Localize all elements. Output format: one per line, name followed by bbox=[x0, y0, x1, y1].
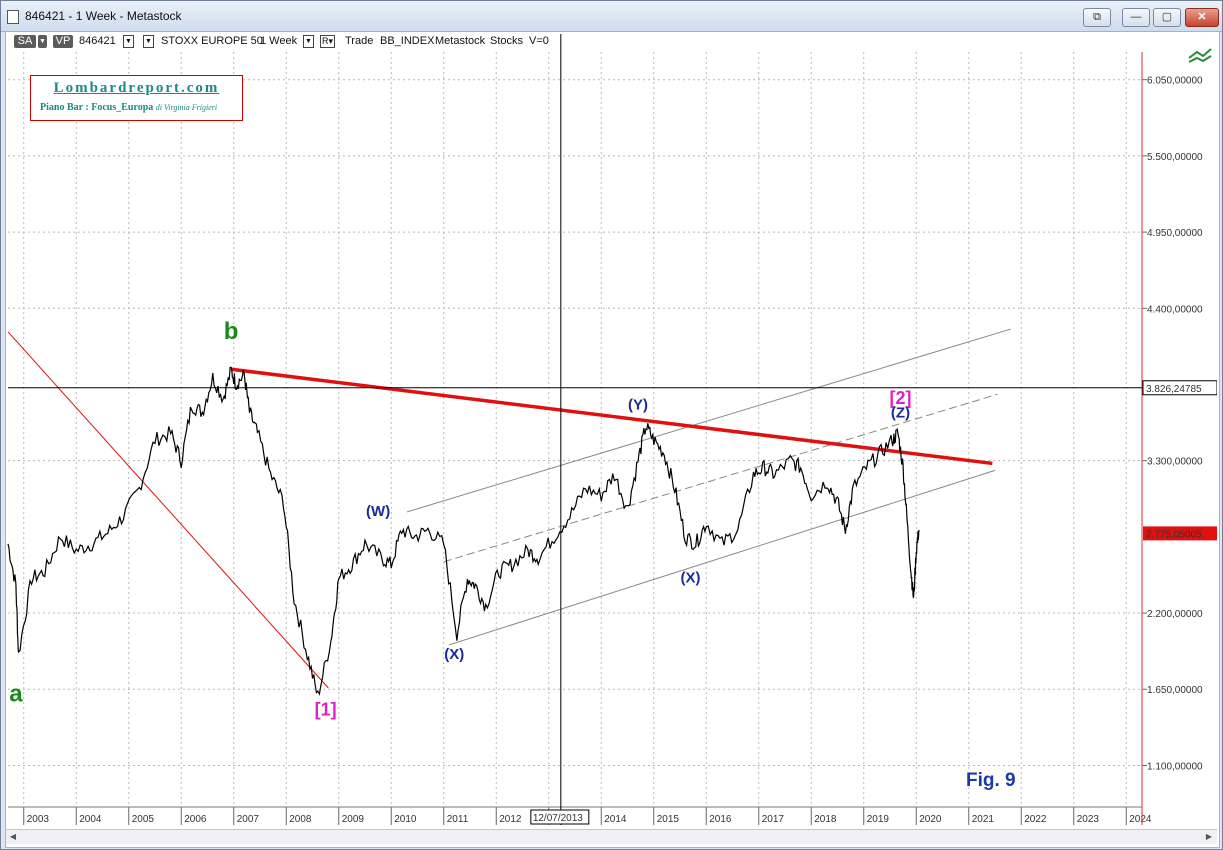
minimize-button[interactable]: — bbox=[1122, 8, 1150, 27]
sa-dropdown-icon[interactable]: ▼ bbox=[38, 35, 47, 48]
wave-label: a bbox=[9, 681, 23, 708]
symbol-label: 846421 bbox=[79, 35, 116, 47]
lombardreport-logo: Lombardreport.com Piano Bar : Focus_Euro… bbox=[30, 75, 243, 121]
x-tick-label: 2004 bbox=[79, 814, 102, 825]
x-tick-label: 2014 bbox=[604, 814, 627, 825]
y-tick-label: 1.100,00000 bbox=[1147, 761, 1203, 772]
volume-label: V=0 bbox=[529, 35, 549, 47]
scroll-left-icon[interactable]: ◀ bbox=[9, 832, 17, 841]
y-tick-label: 4.400,00000 bbox=[1147, 304, 1203, 315]
type-label: Stocks bbox=[490, 35, 524, 47]
chart-trend-icon bbox=[1188, 48, 1212, 63]
security-dropdown-icon[interactable]: ▼ bbox=[143, 35, 154, 48]
logo-title: Lombardreport.com bbox=[53, 80, 220, 96]
horizontal-scrollbar[interactable]: ◀ ▶ bbox=[6, 829, 1217, 844]
wave-label: (X) bbox=[444, 646, 464, 663]
x-tick-label: 2008 bbox=[289, 814, 312, 825]
current-price-label: 2.775,05005 bbox=[1146, 529, 1202, 540]
crosshair-price-label: 3.826,24785 bbox=[1146, 384, 1202, 395]
close-button[interactable]: ✕ bbox=[1185, 8, 1219, 27]
symbol-dropdown-icon[interactable]: ▼ bbox=[123, 35, 134, 48]
x-tick-label: 2019 bbox=[867, 814, 890, 825]
x-tick-label: 2017 bbox=[762, 814, 785, 825]
source-label: BB_INDEX bbox=[380, 35, 435, 47]
scroll-right-icon[interactable]: ▶ bbox=[1205, 832, 1213, 841]
x-tick-label: 2024 bbox=[1129, 814, 1152, 825]
r-dropdown-button[interactable]: R▾ bbox=[320, 35, 336, 48]
logo-subtitle: Piano Bar : Focus_Europa di Virginia Fri… bbox=[40, 102, 217, 113]
wave-label: [1] bbox=[315, 700, 337, 720]
y-tick-label: 4.950,00000 bbox=[1147, 228, 1203, 239]
x-tick-label: 2020 bbox=[919, 814, 942, 825]
x-tick-label: 2007 bbox=[237, 814, 260, 825]
window-title: 846421 - 1 Week - Metastock bbox=[25, 9, 182, 23]
y-tick-label: 6.050,00000 bbox=[1147, 76, 1203, 87]
crosshair-price-box bbox=[1142, 380, 1217, 396]
x-tick-label: 2018 bbox=[814, 814, 837, 825]
trendline bbox=[230, 367, 993, 466]
current-price-tag bbox=[1143, 526, 1217, 541]
y-tick-label: 2.200,00000 bbox=[1147, 609, 1203, 620]
wave-label: [2] bbox=[890, 388, 912, 408]
channel-line bbox=[443, 393, 998, 563]
maximize-button[interactable]: ▢ bbox=[1153, 8, 1181, 27]
wave-label: b bbox=[224, 318, 239, 345]
y-tick-label: 3.300,00000 bbox=[1147, 457, 1203, 468]
wave-label: (X) bbox=[681, 570, 701, 587]
x-tick-label: 2009 bbox=[342, 814, 365, 825]
channel-line bbox=[406, 328, 1011, 513]
trendline bbox=[7, 331, 329, 689]
x-tick-label: 2021 bbox=[972, 814, 995, 825]
channel-line bbox=[448, 469, 996, 646]
crosshair-date-label: 12/07/2013 bbox=[533, 813, 583, 824]
x-tick-label: 2003 bbox=[27, 814, 50, 825]
x-tick-label: 2012 bbox=[499, 814, 522, 825]
chart-toolbar: SA ▼ VP 846421 ▼ ▼ STOXX EUROPE 50 1 Wee… bbox=[6, 32, 1144, 52]
x-tick-label: 2015 bbox=[657, 814, 680, 825]
price-series-line bbox=[7, 366, 920, 696]
wave-label: (W) bbox=[366, 503, 390, 520]
period-label: 1 Week bbox=[260, 35, 298, 47]
logo-author: di Virginia Frigieri bbox=[155, 103, 218, 112]
document-icon bbox=[7, 10, 19, 24]
vendor-label: Metastock bbox=[435, 35, 486, 47]
trade-label: Trade bbox=[345, 35, 374, 47]
restore-button[interactable]: ⧉ bbox=[1083, 8, 1111, 27]
wave-label: (Z) bbox=[891, 405, 910, 422]
security-name: STOXX EUROPE 50 bbox=[161, 35, 263, 47]
x-tick-label: 2022 bbox=[1024, 814, 1047, 825]
x-tick-label: 2023 bbox=[1077, 814, 1100, 825]
chart-window: 2003 2004 2005 2006 2007 2008 2009 2010 2011 2012… bbox=[5, 31, 1220, 848]
x-tick-label: 2010 bbox=[394, 814, 417, 825]
y-tick-label: 1.650,00000 bbox=[1147, 685, 1203, 696]
x-tick-label: 2006 bbox=[184, 814, 207, 825]
wave-label: (Y) bbox=[628, 396, 648, 413]
price-chart[interactable]: 2003 2004 2005 2006 2007 2008 2009 2010 2011 2012… bbox=[6, 32, 1217, 829]
x-tick-label: 2016 bbox=[709, 814, 732, 825]
period-dropdown-icon[interactable]: ▼ bbox=[303, 35, 314, 48]
crosshair-date-box bbox=[530, 809, 590, 825]
vp-button[interactable]: VP bbox=[53, 35, 73, 48]
logo-subtitle-text: Piano Bar : Focus_Europa bbox=[40, 102, 154, 113]
x-tick-label: 2005 bbox=[132, 814, 155, 825]
y-tick-label: 5.500,00000 bbox=[1147, 152, 1203, 163]
figure-label: Fig. 9 bbox=[966, 770, 1016, 791]
sa-button[interactable]: SA bbox=[14, 35, 36, 48]
title-bar: 846421 - 1 Week - Metastock ⧉ — ▢ ✕ bbox=[1, 1, 1222, 32]
x-tick-label: 2011 bbox=[447, 814, 469, 825]
